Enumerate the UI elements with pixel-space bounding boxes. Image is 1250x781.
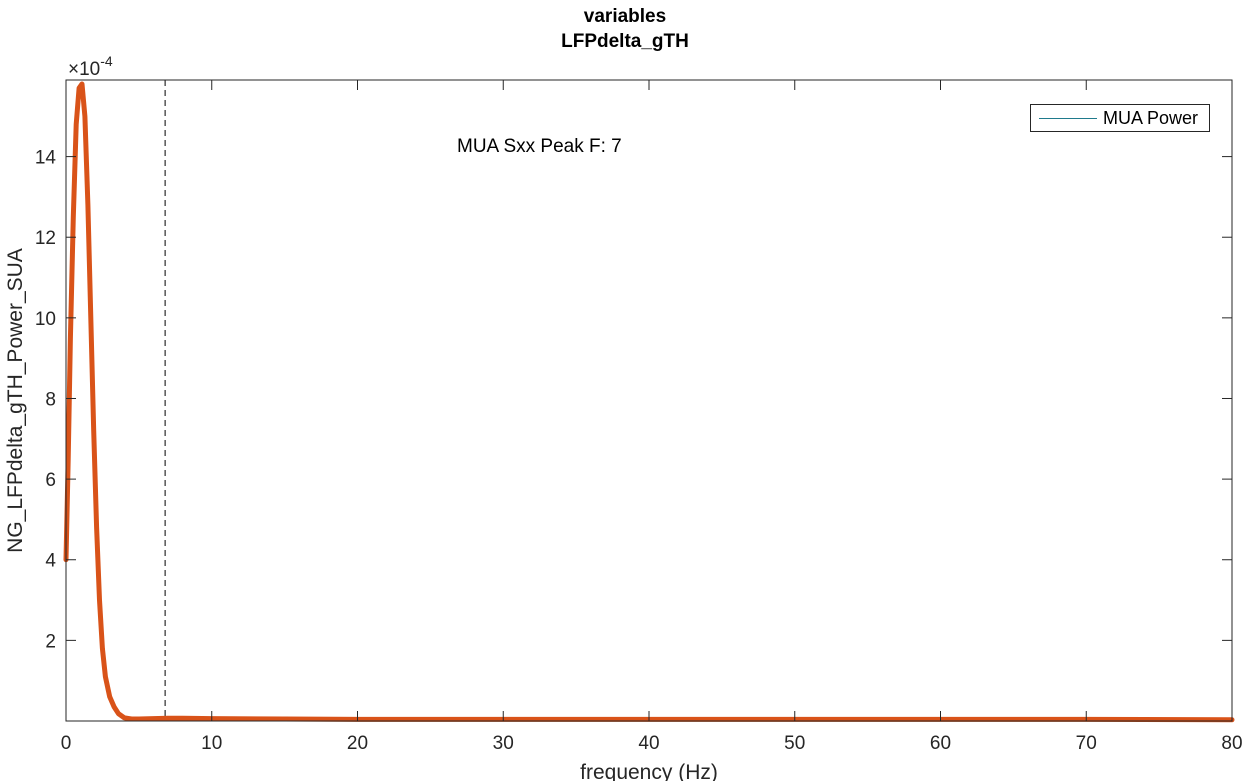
y-tick-label: 6 — [45, 470, 56, 491]
x-tick-label: 50 — [784, 733, 805, 754]
y-exponent-power: -4 — [100, 53, 113, 69]
plot-area: MUA Sxx Peak F: 7 — [63, 80, 1235, 723]
axes: 0 10 20 30 40 50 60 70 80 2 4 6 8 10 12 14 ×10-4 frequenc… — [4, 53, 1243, 781]
x-tick-label: 10 — [201, 733, 222, 754]
x-tick-label: 80 — [1221, 733, 1242, 754]
y-tick-label: 14 — [35, 148, 57, 169]
y-tick-label: 8 — [45, 389, 56, 410]
legend-swatch-mua-power — [1039, 118, 1097, 119]
x-tick-label: 30 — [493, 733, 514, 754]
y-tick-label: 4 — [45, 551, 56, 572]
x-tick-label: 20 — [347, 733, 368, 754]
y-tick-label: 12 — [35, 228, 56, 249]
x-tick-label: 0 — [61, 733, 72, 754]
x-tick-label: 40 — [638, 733, 659, 754]
y-axis-label: NG_LFPdelta_gTH_Power_SUA — [4, 248, 27, 553]
chart-title-block: variables LFPdelta_gTH — [0, 4, 1250, 54]
axes-box — [65, 79, 1233, 722]
peak-annotation: MUA Sxx Peak F: 7 — [457, 136, 622, 157]
y-tick-label: 2 — [45, 631, 56, 652]
x-axis-label: frequency (Hz) — [580, 761, 718, 781]
series-line-mua-power — [63, 81, 1235, 723]
legend-label-mua-power: MUA Power — [1103, 108, 1199, 128]
x-tick-label: 60 — [930, 733, 951, 754]
y-exponent-label: ×10-4 — [68, 53, 113, 80]
y-tick-label: 10 — [35, 309, 56, 330]
chart-subtitle: LFPdelta_gTH — [561, 31, 689, 52]
x-tick-label: 70 — [1076, 733, 1097, 754]
chart-title: variables — [583, 6, 667, 27]
legend: MUA Power — [1030, 104, 1210, 132]
